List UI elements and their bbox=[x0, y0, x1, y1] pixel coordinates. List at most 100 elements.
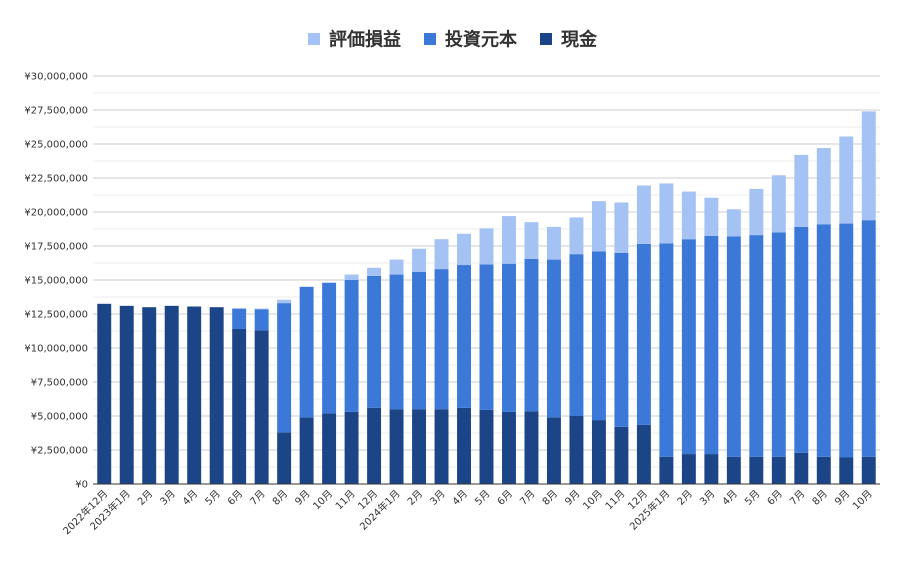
bar-cash bbox=[771, 456, 786, 484]
bar-cash bbox=[794, 452, 809, 484]
x-tick-label: 8月 bbox=[810, 488, 830, 508]
bar-principal bbox=[861, 220, 876, 457]
bar-principal bbox=[502, 263, 516, 412]
bar-unrealized bbox=[861, 111, 876, 221]
x-tick-label: 5月 bbox=[203, 488, 223, 508]
bar-cash bbox=[524, 411, 539, 484]
bar-principal bbox=[839, 223, 854, 458]
x-tick-label: 11月 bbox=[333, 488, 358, 513]
x-tick-label: 7月 bbox=[787, 488, 807, 508]
bar-unrealized bbox=[726, 209, 741, 237]
bar-cash bbox=[187, 306, 202, 484]
bar-principal bbox=[367, 275, 382, 408]
x-tick-label: 2月 bbox=[675, 488, 695, 508]
bar-unrealized bbox=[412, 248, 427, 272]
bar-cash bbox=[502, 411, 516, 484]
bar-cash bbox=[97, 303, 112, 484]
y-tick-label: ¥27,500,000 bbox=[24, 106, 88, 117]
bar-unrealized bbox=[816, 148, 831, 225]
bar-cash bbox=[299, 417, 314, 484]
x-tick-label: 2月 bbox=[135, 488, 155, 508]
x-tick-label: 9月 bbox=[563, 488, 583, 508]
bar-principal bbox=[412, 271, 427, 410]
y-tick-label: ¥25,000,000 bbox=[24, 140, 88, 151]
bar-cash bbox=[861, 456, 876, 484]
bar-cash bbox=[164, 305, 179, 484]
bar-cash bbox=[254, 330, 269, 484]
x-tick-label: 8月 bbox=[270, 488, 290, 508]
bar-principal bbox=[614, 252, 629, 427]
bar-unrealized bbox=[254, 308, 269, 310]
x-tick-label: 10月 bbox=[311, 488, 336, 513]
bar-cash bbox=[636, 424, 651, 484]
x-tick-label: 5月 bbox=[742, 488, 762, 508]
bar-unrealized bbox=[591, 201, 606, 252]
x-tick-label: 4月 bbox=[450, 488, 470, 508]
bar-principal bbox=[434, 269, 449, 410]
legend-label: 現金 bbox=[561, 29, 598, 51]
bar-principal bbox=[299, 286, 314, 418]
x-tick-label: 6月 bbox=[495, 488, 515, 508]
bar-unrealized bbox=[479, 228, 494, 265]
legend-label: 評価損益 bbox=[329, 29, 401, 51]
bar-unrealized bbox=[636, 185, 651, 244]
bar-principal bbox=[771, 232, 786, 457]
y-tick-label: ¥15,000,000 bbox=[24, 276, 88, 287]
bar-cash bbox=[726, 456, 741, 484]
bar-cash bbox=[322, 413, 337, 484]
bar-principal bbox=[726, 236, 741, 457]
bar-unrealized bbox=[771, 175, 786, 233]
x-tick-label: 9月 bbox=[832, 488, 852, 508]
bar-principal bbox=[389, 274, 404, 410]
x-tick-label: 11月 bbox=[603, 488, 628, 513]
bar-unrealized bbox=[546, 226, 561, 260]
bar-principal bbox=[232, 308, 247, 329]
y-tick-label: ¥2,500,000 bbox=[31, 446, 88, 457]
y-tick-label: ¥12,500,000 bbox=[24, 310, 88, 321]
y-tick-label: ¥30,000,000 bbox=[24, 72, 88, 83]
y-tick-label: ¥7,500,000 bbox=[31, 378, 88, 389]
bar-cash bbox=[119, 305, 134, 484]
bar-unrealized bbox=[389, 259, 404, 275]
bar-cash bbox=[704, 454, 719, 484]
bar-cash bbox=[142, 307, 157, 484]
bar-cash bbox=[839, 457, 854, 484]
bar-unrealized bbox=[502, 216, 516, 264]
bar-principal bbox=[591, 251, 606, 421]
bar-cash bbox=[569, 416, 584, 484]
x-tick-label: 7月 bbox=[518, 488, 538, 508]
x-tick-label: 10月 bbox=[850, 488, 875, 513]
bar-unrealized bbox=[749, 188, 764, 236]
bar-principal bbox=[659, 243, 674, 457]
bar-unrealized bbox=[524, 222, 539, 259]
bar-unrealized bbox=[681, 191, 696, 240]
bar-cash bbox=[277, 432, 292, 484]
x-tick-label: 4月 bbox=[720, 488, 740, 508]
bar-principal bbox=[816, 224, 831, 457]
bar-cash bbox=[232, 328, 247, 484]
bar-principal bbox=[749, 235, 764, 457]
bar-unrealized bbox=[704, 197, 719, 236]
bar-principal bbox=[344, 280, 359, 412]
bar-principal bbox=[457, 265, 471, 408]
bar-principal bbox=[254, 309, 269, 331]
bar-cash bbox=[389, 409, 404, 484]
bar-principal bbox=[479, 264, 494, 410]
x-tick-label: 7月 bbox=[248, 488, 268, 508]
bar-cash bbox=[749, 456, 764, 484]
bar-unrealized bbox=[569, 217, 584, 255]
bar-principal bbox=[681, 239, 696, 455]
y-tick-label: ¥0 bbox=[75, 480, 88, 491]
bar-cash bbox=[367, 407, 382, 484]
bar-unrealized bbox=[367, 267, 382, 276]
bar-principal bbox=[569, 254, 584, 416]
x-tick-label: 5月 bbox=[473, 488, 493, 508]
bar-cash bbox=[457, 407, 471, 484]
legend-label: 投資元本 bbox=[445, 29, 517, 51]
bar-cash bbox=[344, 411, 359, 484]
x-tick-label: 4月 bbox=[180, 488, 200, 508]
bar-unrealized bbox=[457, 233, 471, 266]
bar-cash bbox=[591, 420, 606, 484]
bar-unrealized bbox=[659, 183, 674, 244]
